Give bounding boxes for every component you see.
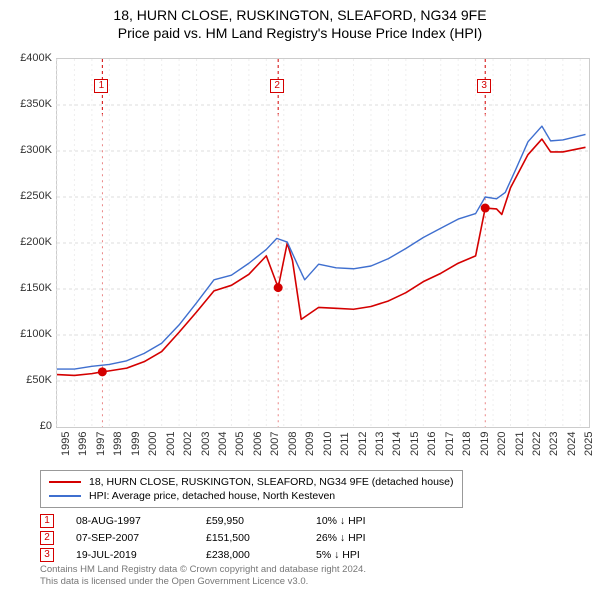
x-tick-label: 2014 <box>391 432 403 456</box>
x-tick-label: 2011 <box>339 432 351 456</box>
sale-row: 1 08-AUG-1997£59,95010% ↓ HPI <box>40 512 406 529</box>
y-tick-label: £100K <box>2 328 52 340</box>
x-tick-label: 2004 <box>217 432 229 456</box>
x-tick-label: 2018 <box>461 432 473 456</box>
x-tick-label: 2020 <box>496 432 508 456</box>
sale-row-pct: 26% ↓ HPI <box>316 532 406 544</box>
sale-marker-flag: 1 <box>94 79 108 93</box>
x-tick-label: 2024 <box>566 432 578 456</box>
series-property <box>57 139 586 375</box>
x-tick-label: 2006 <box>252 432 264 456</box>
x-tick-label: 2012 <box>357 432 369 456</box>
chart-plot-area <box>56 58 590 428</box>
sale-row-pct: 5% ↓ HPI <box>316 549 406 561</box>
sale-row-price: £151,500 <box>206 532 316 544</box>
x-tick-label: 2013 <box>374 432 386 456</box>
x-tick-label: 2010 <box>322 432 334 456</box>
legend-row: HPI: Average price, detached house, Nort… <box>49 489 454 503</box>
y-tick-label: £350K <box>2 98 52 110</box>
x-tick-label: 1997 <box>95 432 107 456</box>
x-tick-label: 2015 <box>409 432 421 456</box>
x-tick-label: 1999 <box>130 432 142 456</box>
sale-row-price: £238,000 <box>206 549 316 561</box>
x-tick-label: 2016 <box>426 432 438 456</box>
legend-row: 18, HURN CLOSE, RUSKINGTON, SLEAFORD, NG… <box>49 475 454 489</box>
legend: 18, HURN CLOSE, RUSKINGTON, SLEAFORD, NG… <box>40 470 463 508</box>
sale-row: 3 19-JUL-2019£238,0005% ↓ HPI <box>40 546 406 563</box>
x-tick-label: 1995 <box>60 432 72 456</box>
x-tick-label: 2003 <box>200 432 212 456</box>
legend-label: 18, HURN CLOSE, RUSKINGTON, SLEAFORD, NG… <box>89 476 454 488</box>
y-tick-label: £300K <box>2 144 52 156</box>
footer-attribution: Contains HM Land Registry data © Crown c… <box>40 564 366 588</box>
sale-row-pct: 10% ↓ HPI <box>316 515 406 527</box>
sale-row: 2 07-SEP-2007£151,50026% ↓ HPI <box>40 529 406 546</box>
footer-line-2: This data is licensed under the Open Gov… <box>40 576 366 588</box>
title-line-1: 18, HURN CLOSE, RUSKINGTON, SLEAFORD, NG… <box>0 6 600 24</box>
x-tick-label: 2000 <box>147 432 159 456</box>
sale-marker-flag: 2 <box>270 79 284 93</box>
x-tick-label: 2022 <box>531 432 543 456</box>
sale-row-price: £59,950 <box>206 515 316 527</box>
legend-label: HPI: Average price, detached house, Nort… <box>89 490 335 502</box>
legend-swatch <box>49 495 81 497</box>
x-tick-label: 2021 <box>514 432 526 456</box>
x-tick-label: 2002 <box>182 432 194 456</box>
y-tick-label: £250K <box>2 190 52 202</box>
sale-row-date: 08-AUG-1997 <box>76 515 206 527</box>
x-tick-label: 1996 <box>77 432 89 456</box>
legend-swatch <box>49 481 81 483</box>
sale-marker-dot <box>481 204 490 213</box>
sale-row-date: 07-SEP-2007 <box>76 532 206 544</box>
sale-marker-dot <box>274 283 283 292</box>
sale-row-date: 19-JUL-2019 <box>76 549 206 561</box>
x-tick-label: 1998 <box>112 432 124 456</box>
y-tick-label: £50K <box>2 374 52 386</box>
y-tick-label: £0 <box>2 420 52 432</box>
y-tick-label: £400K <box>2 52 52 64</box>
y-tick-label: £200K <box>2 236 52 248</box>
x-tick-label: 2007 <box>269 432 281 456</box>
chart-svg <box>57 59 589 427</box>
x-tick-label: 2019 <box>479 432 491 456</box>
chart-title: 18, HURN CLOSE, RUSKINGTON, SLEAFORD, NG… <box>0 0 600 42</box>
sale-row-marker: 1 <box>40 514 54 528</box>
sales-table: 1 08-AUG-1997£59,95010% ↓ HPI 2 07-SEP-2007… <box>40 512 406 563</box>
x-tick-label: 2009 <box>304 432 316 456</box>
title-line-2: Price paid vs. HM Land Registry's House … <box>0 24 600 42</box>
x-tick-label: 2025 <box>583 432 595 456</box>
sale-marker-flag: 3 <box>477 79 491 93</box>
y-tick-label: £150K <box>2 282 52 294</box>
figure: 18, HURN CLOSE, RUSKINGTON, SLEAFORD, NG… <box>0 0 600 590</box>
sale-row-marker: 2 <box>40 531 54 545</box>
series-hpi <box>57 126 586 369</box>
x-tick-label: 2017 <box>444 432 456 456</box>
footer-line-1: Contains HM Land Registry data © Crown c… <box>40 564 366 576</box>
sale-marker-dot <box>98 367 107 376</box>
x-tick-label: 2008 <box>287 432 299 456</box>
x-tick-label: 2001 <box>165 432 177 456</box>
x-tick-label: 2023 <box>548 432 560 456</box>
x-tick-label: 2005 <box>234 432 246 456</box>
sale-row-marker: 3 <box>40 548 54 562</box>
